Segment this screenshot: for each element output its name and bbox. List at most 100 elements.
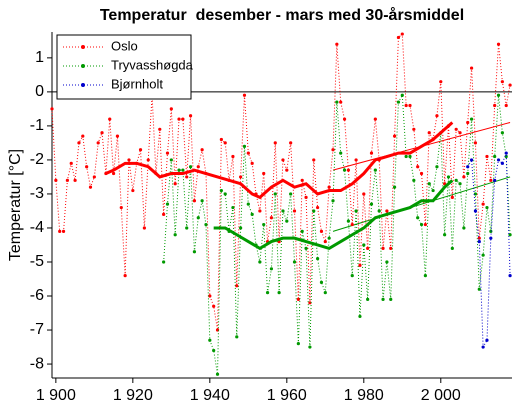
data-point — [239, 175, 243, 179]
data-point — [493, 103, 497, 108]
data-point — [316, 256, 320, 261]
data-point — [312, 158, 316, 162]
data-point — [339, 151, 343, 155]
data-point — [500, 80, 504, 84]
data-point — [469, 158, 474, 162]
data-point — [235, 284, 239, 288]
data-point — [146, 158, 150, 162]
data-point — [439, 80, 443, 84]
data-point — [362, 192, 366, 196]
data-point — [435, 114, 439, 118]
data-point — [50, 107, 54, 111]
data-point — [389, 246, 393, 250]
data-point — [138, 148, 143, 152]
data-point — [246, 202, 250, 206]
data-point — [385, 209, 389, 213]
data-point — [88, 185, 93, 189]
y-tick-label: -5 — [30, 253, 44, 270]
data-point — [142, 226, 146, 230]
data-point — [196, 165, 200, 169]
data-point — [473, 192, 478, 196]
series-line — [51, 32, 511, 331]
data-point — [304, 195, 308, 199]
data-point — [362, 243, 366, 247]
data-point — [162, 212, 166, 216]
data-point — [435, 165, 439, 169]
data-point — [493, 154, 497, 159]
data-point — [335, 42, 339, 46]
legend-label: Tryvasshøgda — [111, 57, 194, 72]
data-point — [427, 131, 431, 135]
y-tick-label: -8 — [30, 355, 44, 372]
data-point — [400, 93, 404, 97]
data-point — [462, 175, 466, 179]
data-point — [500, 161, 504, 165]
data-point — [111, 171, 116, 176]
data-point — [212, 304, 216, 308]
data-point — [354, 209, 358, 213]
data-point — [242, 93, 247, 97]
data-point — [508, 273, 512, 278]
legend-label: Bjørnholt — [111, 76, 163, 91]
data-point — [77, 141, 81, 145]
data-point — [450, 246, 454, 250]
data-point — [258, 260, 262, 264]
data-point — [269, 216, 274, 220]
data-point — [485, 205, 489, 210]
data-point — [173, 233, 177, 237]
data-point — [162, 260, 166, 264]
data-point — [381, 246, 385, 250]
data-point — [466, 165, 470, 169]
data-point — [185, 226, 189, 230]
data-point — [273, 192, 277, 196]
data-point — [200, 199, 204, 203]
data-point — [385, 260, 389, 264]
data-point — [123, 273, 127, 278]
data-point — [500, 131, 504, 135]
data-point — [419, 222, 424, 227]
legend-marker — [81, 45, 85, 49]
data-point — [466, 171, 470, 176]
data-point — [481, 345, 485, 349]
data-point — [427, 182, 431, 186]
data-point — [273, 141, 277, 145]
data-point — [262, 171, 266, 176]
data-point — [504, 103, 508, 108]
data-point — [58, 229, 62, 233]
data-point — [366, 297, 370, 302]
legend-marker — [81, 83, 85, 87]
data-point — [169, 158, 173, 162]
data-point — [350, 222, 354, 227]
data-point — [369, 202, 374, 206]
data-point — [477, 287, 481, 291]
data-point — [296, 297, 300, 302]
data-point — [127, 158, 131, 162]
data-point — [458, 131, 462, 135]
data-point — [265, 291, 270, 295]
chart-title: Temperatur desember - mars med 30-årsmid… — [100, 6, 464, 24]
data-point — [477, 239, 481, 244]
data-point — [462, 226, 466, 230]
data-point — [319, 280, 324, 284]
data-point — [242, 144, 247, 148]
data-point — [223, 141, 227, 145]
data-point — [458, 182, 462, 186]
data-point — [296, 342, 300, 346]
data-point — [192, 199, 197, 203]
data-point — [504, 151, 508, 155]
data-point — [312, 209, 316, 213]
data-point — [92, 175, 96, 179]
y-tick-label: -3 — [30, 185, 44, 202]
data-point — [100, 131, 104, 135]
data-point — [454, 127, 458, 131]
data-point — [331, 148, 335, 152]
data-point — [289, 141, 293, 145]
data-point — [165, 202, 170, 206]
data-point — [269, 267, 274, 271]
data-point — [258, 209, 262, 213]
data-point — [131, 188, 135, 193]
x-tick-label: 1 920 — [113, 387, 153, 404]
data-point — [342, 117, 347, 121]
data-point — [412, 127, 416, 131]
data-point — [358, 263, 362, 267]
